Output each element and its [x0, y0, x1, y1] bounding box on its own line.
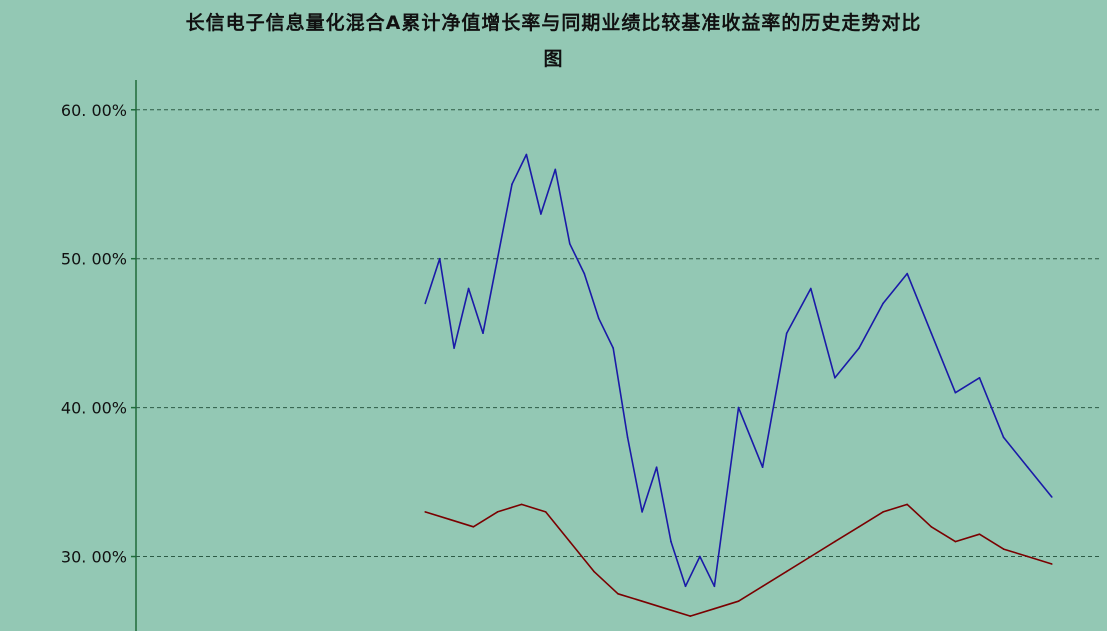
series-point [482, 332, 484, 335]
series-point [583, 272, 586, 275]
y-tick-label: 50. 00% [61, 250, 127, 269]
series-point [761, 466, 764, 469]
series-point [737, 600, 740, 602]
series-point [1051, 563, 1053, 565]
series-point [496, 511, 499, 513]
series-point [554, 168, 557, 171]
series-point [511, 183, 513, 185]
series-point [858, 347, 860, 349]
series-point [467, 287, 470, 290]
series-point [810, 287, 812, 290]
series-point [593, 570, 595, 573]
series-point [834, 377, 836, 379]
series-line-1 [424, 503, 1053, 617]
series-point [882, 511, 884, 513]
series-point [453, 347, 455, 349]
series-point [978, 533, 981, 535]
series-line-0 [424, 153, 1053, 588]
series-point [496, 257, 499, 260]
series-point [424, 302, 427, 305]
series-point [1051, 496, 1053, 498]
series-point [438, 257, 441, 260]
series-point [954, 391, 957, 394]
series-point [544, 511, 547, 513]
series-point [540, 213, 542, 215]
series-point [954, 540, 957, 543]
series-point [424, 511, 427, 513]
series-point [641, 600, 643, 602]
y-tick-label: 30. 00% [61, 548, 127, 567]
series-point [810, 555, 812, 558]
series-point [655, 466, 658, 469]
series-point [684, 585, 687, 588]
series-point [689, 615, 692, 617]
series-point [612, 347, 614, 349]
series-point [761, 585, 764, 588]
series-point [1026, 555, 1029, 558]
series-point [448, 518, 451, 521]
y-tick-label: 60. 00% [61, 101, 127, 120]
series-point [670, 540, 672, 543]
chart-title-line2: 图 [543, 48, 564, 70]
series-point [626, 436, 629, 439]
series-point [785, 332, 788, 335]
y-tick-label: 40. 00% [61, 399, 127, 418]
series-point [1002, 436, 1005, 439]
series-point [930, 332, 933, 335]
series-point [930, 526, 933, 528]
series-point [699, 555, 701, 558]
series-point [617, 593, 619, 595]
series-point [785, 570, 788, 573]
series-point [569, 540, 571, 543]
series-point [641, 511, 643, 513]
series-point [737, 406, 740, 409]
series-point [906, 503, 908, 506]
series-point [713, 585, 716, 588]
series-point [713, 607, 716, 610]
series-point [882, 302, 884, 305]
series-point [1026, 466, 1029, 469]
series-point [834, 540, 836, 543]
series-point [520, 503, 523, 506]
series-point [978, 377, 981, 379]
series-point [906, 272, 908, 275]
series-point [569, 243, 571, 245]
series-point [597, 317, 600, 320]
series-point [1002, 548, 1005, 550]
chart-title: 长信电子信息量化混合A累计净值增长率与同期业绩比较基准收益率的历史走势对比 [185, 12, 922, 34]
series-point [472, 526, 475, 528]
series-point [858, 526, 860, 528]
series-point [525, 153, 528, 156]
series-point [665, 607, 667, 610]
